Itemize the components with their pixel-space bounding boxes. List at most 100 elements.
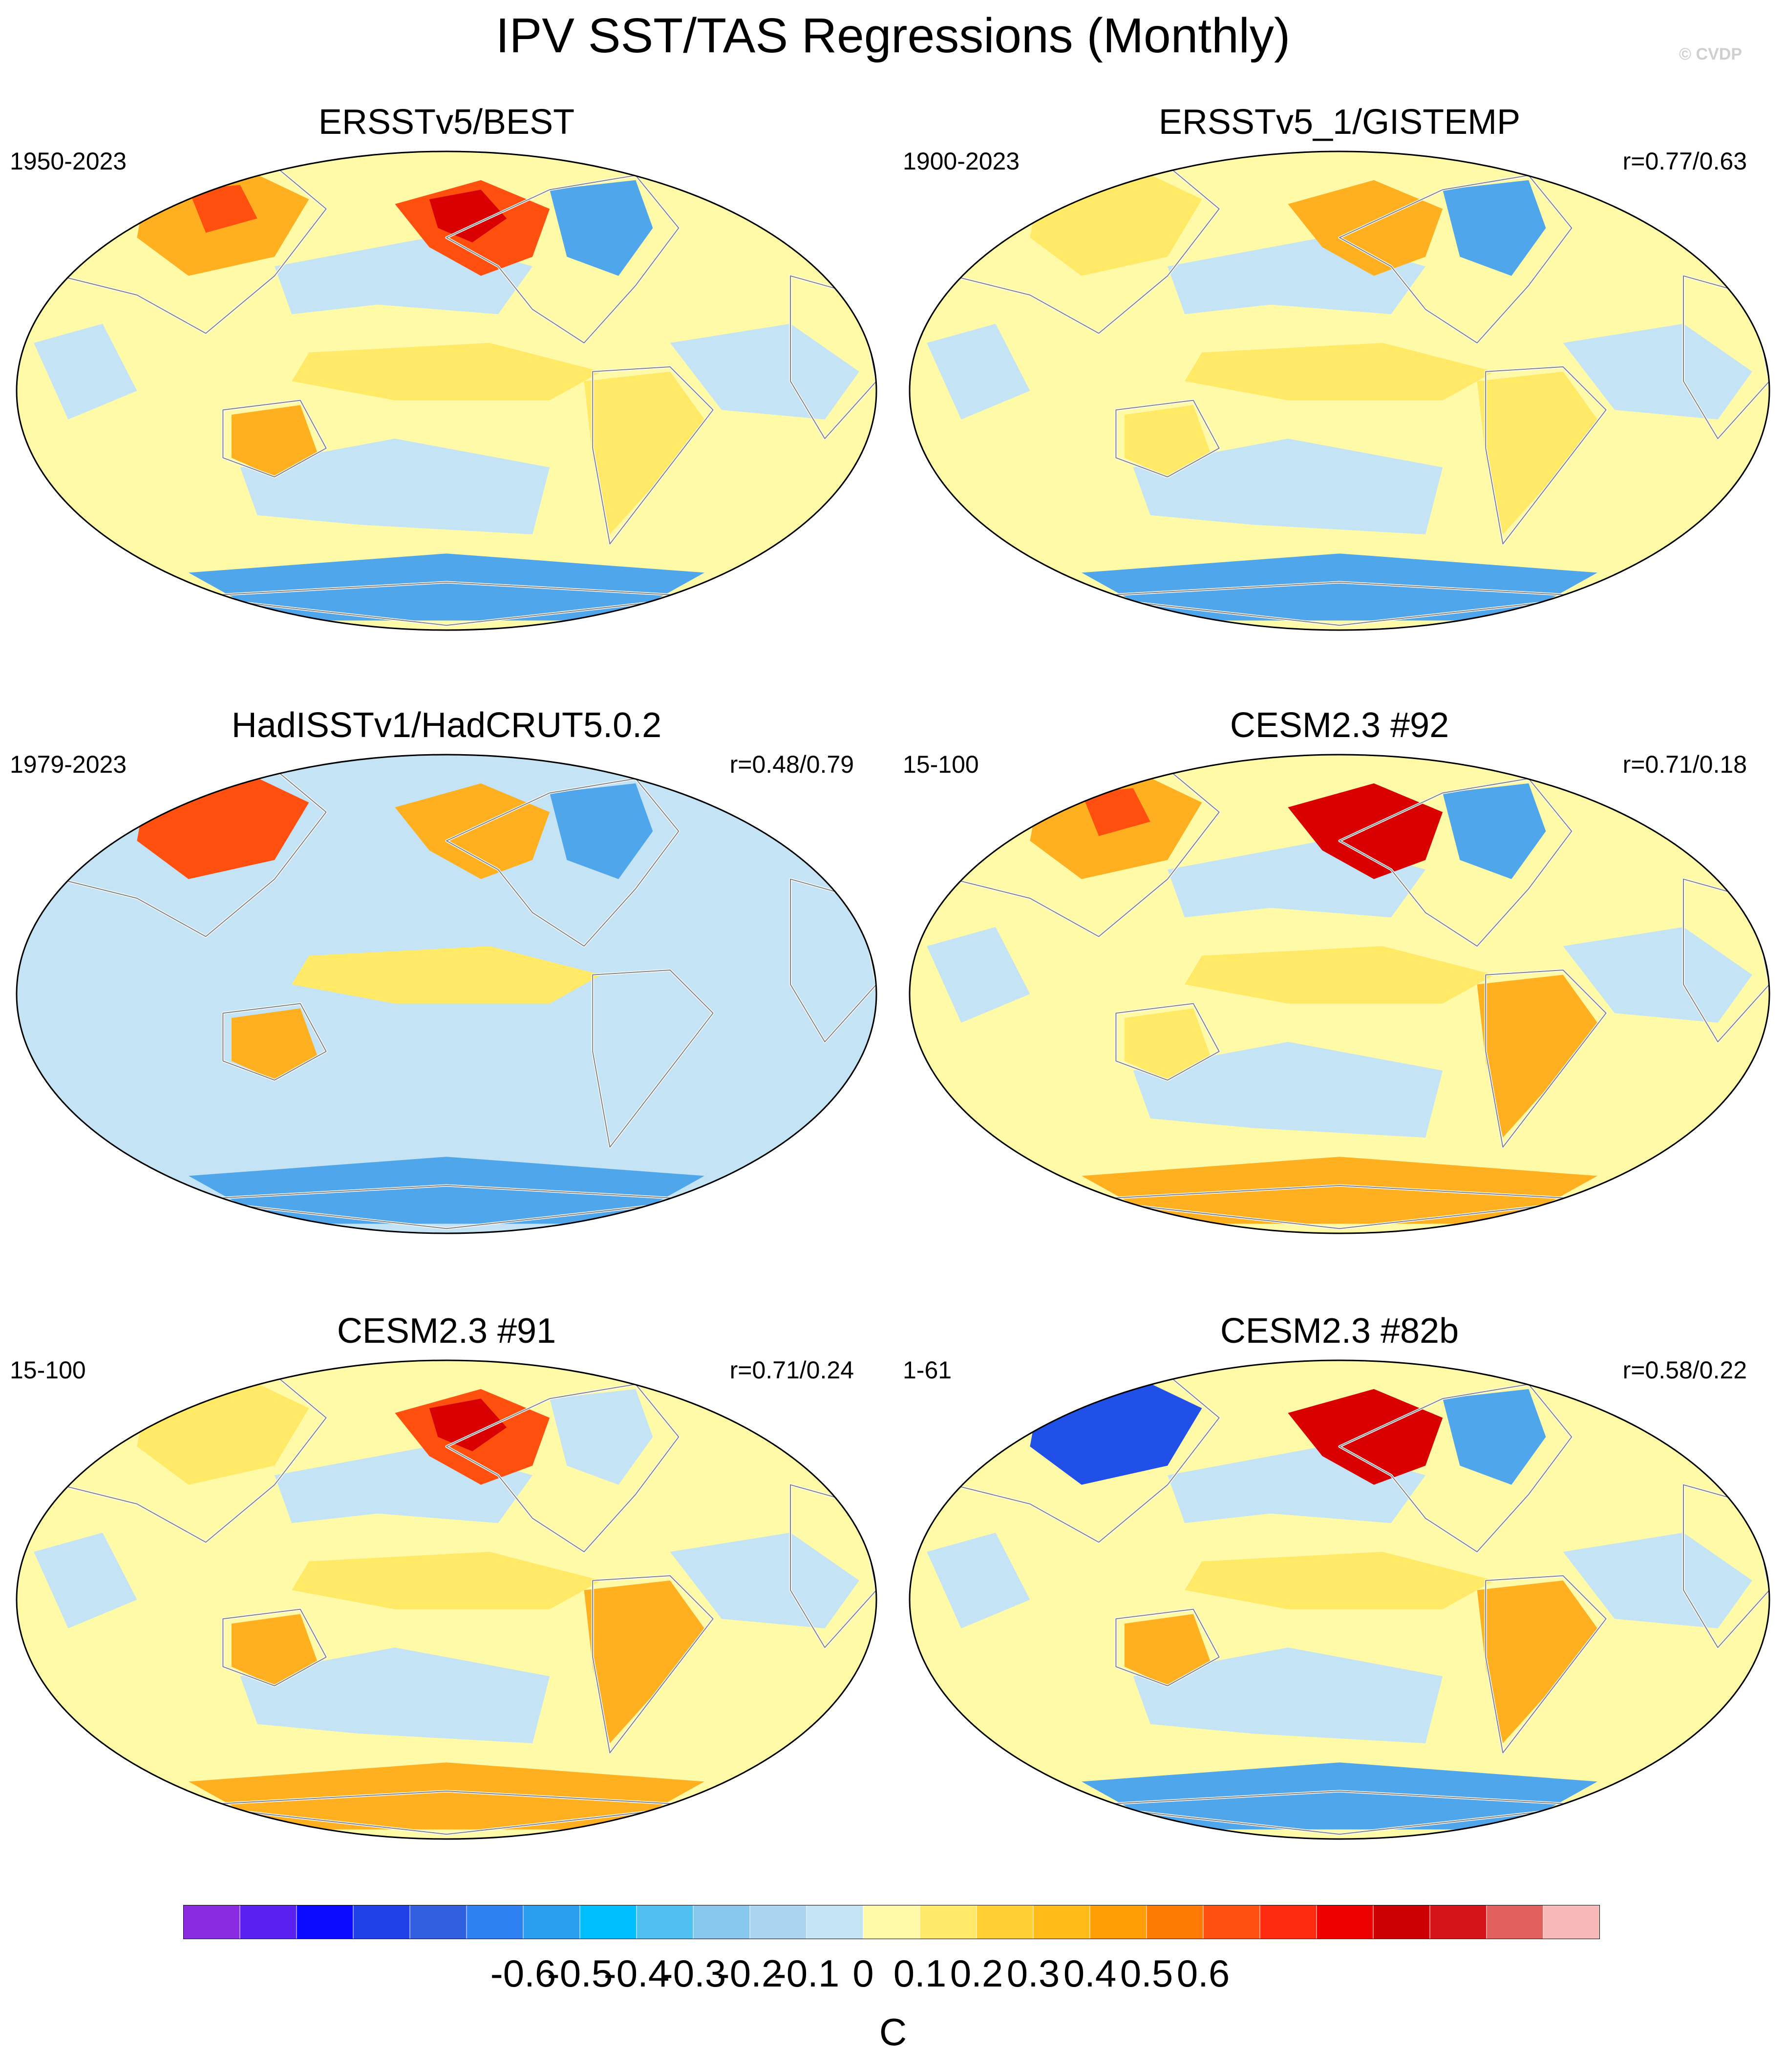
panel-corr: r=0.71/0.24 <box>729 1356 854 1384</box>
panel-4: CESM2.3 #92 15-100 r=0.71/0.18 <box>893 703 1786 1309</box>
cvdp-watermark: © CVDP <box>1679 45 1742 63</box>
region-southern-ocean <box>1082 1762 1597 1830</box>
region-south-america <box>584 371 704 534</box>
region-pacific-horseshoe <box>927 1532 1030 1628</box>
region-south-america <box>584 974 704 1138</box>
region-pacific-horseshoe <box>1563 323 1752 420</box>
coastline-outline <box>33 1374 327 1543</box>
coastline-outline <box>1485 1575 1607 1754</box>
map-field <box>17 151 876 630</box>
coastline-outline <box>222 1608 327 1687</box>
region-southern-ocean <box>189 1157 704 1224</box>
coastline-outline <box>1339 175 1573 343</box>
region-pacific-horseshoe <box>34 927 137 1023</box>
coastline-outline <box>222 400 327 478</box>
region-alaska-core <box>1322 1398 1400 1452</box>
region-north-america-east <box>1443 783 1546 879</box>
region-siberia-core <box>1082 788 1150 836</box>
region-tropical-pacific <box>1185 1552 1494 1609</box>
coastline-outline <box>446 778 680 947</box>
coastline-outline <box>33 165 327 334</box>
colorbar-swatch <box>977 1905 1034 1939</box>
region-southern-ocean <box>1082 1157 1597 1224</box>
panel-title: ERSSTv5/BEST <box>318 103 575 142</box>
region-australia <box>1125 1008 1211 1080</box>
region-alaska <box>395 783 550 879</box>
colorbar-swatch <box>863 1905 920 1939</box>
region-tropical-pacific <box>1185 343 1494 401</box>
region-tropical-pacific <box>292 1552 601 1609</box>
map-6 <box>909 1359 1770 1840</box>
colorbar-swatch <box>1543 1905 1600 1939</box>
panel-1: ERSSTv5/BEST 1950-2023 <box>0 100 893 706</box>
region-south-america <box>1477 371 1597 534</box>
map-border <box>909 1359 1770 1840</box>
map-border <box>16 1359 877 1840</box>
panel-years: 1950-2023 <box>10 148 127 175</box>
map-5 <box>16 1359 877 1840</box>
figure-title: IPV SST/TAS Regressions (Monthly) <box>495 8 1291 63</box>
coastline-outline <box>592 970 714 1148</box>
colorbar-swatch <box>1487 1905 1544 1939</box>
coastline-outline <box>222 1003 327 1081</box>
colorbar-tick-labels: -0.6 -0.5 -0.4 -0.3 -0.2 -0.1 0 0.1 0.2 0.3 0.4 0.5… <box>0 1949 1786 2003</box>
panel-corr: r=0.77/0.63 <box>1622 148 1747 175</box>
map-field <box>17 1360 876 1839</box>
colorbar-tick-label: -0.3 <box>660 1952 726 1995</box>
coastline-outline <box>1339 778 1573 947</box>
region-pacific-horseshoe <box>670 323 859 420</box>
region-alaska-core <box>429 190 507 243</box>
panel-corr: r=0.71/0.18 <box>1622 751 1747 778</box>
map-3 <box>16 754 877 1234</box>
colorbar-swatch <box>240 1905 297 1939</box>
colorbar-swatch <box>1430 1905 1487 1939</box>
panel-corr: r=0.58/0.22 <box>1622 1356 1747 1384</box>
region-australia <box>232 405 318 477</box>
colorbar-swatch <box>1203 1905 1260 1939</box>
coastline-outline <box>1115 1608 1220 1687</box>
region-pacific-horseshoe <box>240 1648 550 1743</box>
colorbar <box>183 1905 1600 1939</box>
colorbar-swatch <box>637 1905 694 1939</box>
region-southern-ocean <box>189 553 704 621</box>
colorbar-tick-label: 0.2 <box>950 1952 1003 1995</box>
region-pacific-horseshoe <box>1133 439 1443 534</box>
region-north-america-east <box>1443 180 1546 276</box>
colorbar-swatch <box>297 1905 354 1939</box>
colorbar-swatch <box>920 1905 977 1939</box>
region-alaska-core <box>429 1398 507 1452</box>
colorbar-tick-label: -0.2 <box>717 1952 783 1995</box>
panel-title: HadISSTv1/HadCRUT5.0.2 <box>231 706 662 745</box>
map-4 <box>909 754 1770 1234</box>
colorbar-swatch <box>1090 1905 1147 1939</box>
panel-2: ERSSTv5_1/GISTEMP 1900-2023 r=0.77/0.63 <box>893 100 1786 706</box>
region-pacific-horseshoe <box>1563 1532 1752 1628</box>
colorbar-tick-label: 0.1 <box>893 1952 947 1995</box>
colorbar-swatch <box>750 1905 807 1939</box>
coastline-outline <box>1115 400 1220 478</box>
region-tropical-pacific <box>292 946 601 1004</box>
colorbar-swatch <box>467 1905 524 1939</box>
colorbar-swatch <box>1033 1905 1090 1939</box>
colorbar-tick-label: -0.4 <box>603 1952 670 1995</box>
coastline-outline <box>592 366 714 545</box>
region-north-america-east <box>1443 1389 1546 1485</box>
colorbar-swatch <box>1147 1905 1204 1939</box>
region-pacific-horseshoe <box>670 1532 859 1628</box>
region-north-america-east <box>550 180 653 276</box>
panel-years: 1-61 <box>903 1356 952 1384</box>
colorbar-tick-label: -0.1 <box>773 1952 840 1995</box>
map-1 <box>16 150 877 631</box>
region-australia <box>1125 1614 1211 1686</box>
coastline-outline <box>1115 1003 1220 1081</box>
colorbar-tick-label: 0 <box>852 1952 874 1995</box>
colorbar-swatch <box>580 1905 637 1939</box>
coastline-outline <box>446 175 680 343</box>
colorbar-swatch <box>523 1905 580 1939</box>
region-tropical-pacific <box>1185 946 1494 1004</box>
region-tropical-pacific <box>292 343 601 401</box>
coastline-outline <box>1485 970 1607 1148</box>
coastline-outline <box>446 1384 680 1552</box>
colorbar-tick-label: 0.4 <box>1063 1952 1117 1995</box>
region-south-america <box>1477 974 1597 1138</box>
